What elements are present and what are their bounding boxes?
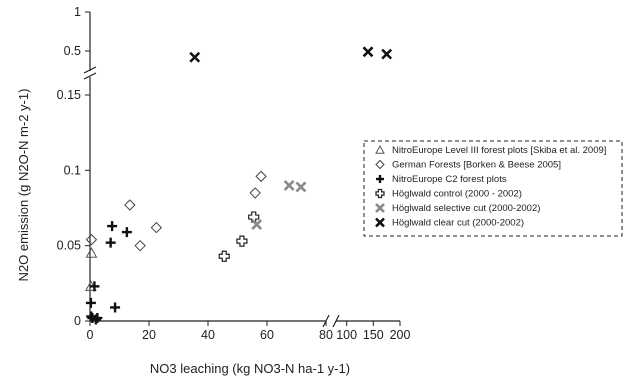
data-point [252, 220, 261, 229]
marker-shape [256, 171, 266, 181]
marker-shape [151, 223, 161, 233]
x-tick-label: 20 [142, 328, 156, 342]
data-point [285, 181, 294, 190]
y-tick-label: 0.05 [57, 239, 81, 253]
marker-shape [86, 235, 96, 245]
legend-entry: NitroEurope Level III forest plots [Skib… [392, 145, 606, 156]
legend-entry: Höglwald control (2000 - 2002) [392, 189, 522, 200]
marker-shape [237, 236, 247, 246]
x-tick-label: 150 [363, 328, 384, 342]
y-axis-label: N2O emission (g N2O-N m-2 y-1) [16, 89, 31, 282]
x-tick-label: 40 [201, 328, 215, 342]
legend-entry: Höglwald clear cut (2000-2002) [392, 218, 524, 229]
y-tick-label: 0.1 [64, 163, 81, 177]
data-point [219, 251, 229, 261]
data-point [110, 302, 120, 312]
data-point [86, 298, 96, 308]
data-point [86, 235, 96, 245]
marker-shape [86, 248, 96, 257]
marker-shape [219, 251, 229, 261]
data-point [106, 238, 116, 248]
ticks [85, 12, 400, 326]
x-tick-label: 60 [260, 328, 274, 342]
x-tick-label: 100 [336, 328, 357, 342]
y-tick-label: 0.15 [57, 88, 81, 102]
data-point [296, 182, 305, 191]
data-point [190, 53, 199, 62]
data-point [122, 227, 132, 237]
marker-shape [250, 188, 260, 198]
axis-breaks [84, 67, 339, 327]
marker-shape [125, 200, 135, 210]
data-point [86, 248, 96, 257]
x-tick-label: 0 [87, 328, 94, 342]
legend: NitroEurope Level III forest plots [Skib… [364, 141, 622, 236]
y-tick-label: 0 [74, 314, 81, 328]
tick-labels: 0 20 40 60 80 100 150 200 0 0.05 0.1 0.15 0.5 1 [57, 5, 411, 342]
data-point [125, 200, 135, 210]
x-tick-label: 200 [390, 328, 411, 342]
data-point [382, 50, 391, 59]
data-point [256, 171, 266, 181]
legend-entry: NitroEurope C2 forest plots [392, 174, 507, 185]
legend-entry: Höglwald selective cut (2000-2002) [392, 203, 540, 214]
data-point [151, 223, 161, 233]
data-point [250, 188, 260, 198]
data-point [237, 236, 247, 246]
data-point [135, 241, 145, 251]
marker-shape [135, 241, 145, 251]
axes [90, 12, 400, 321]
y-tick-label: 1 [74, 5, 81, 19]
x-tick-label: 80 [319, 328, 333, 342]
data-points [86, 47, 391, 324]
data-point [364, 47, 373, 56]
legend-entry: German Forests [Borken & Beese 2005] [392, 160, 561, 171]
y-tick-label: 0.5 [64, 44, 81, 58]
data-point [107, 221, 117, 231]
x-axis-label: NO3 leaching (kg NO3-N ha-1 y-1) [150, 361, 350, 376]
